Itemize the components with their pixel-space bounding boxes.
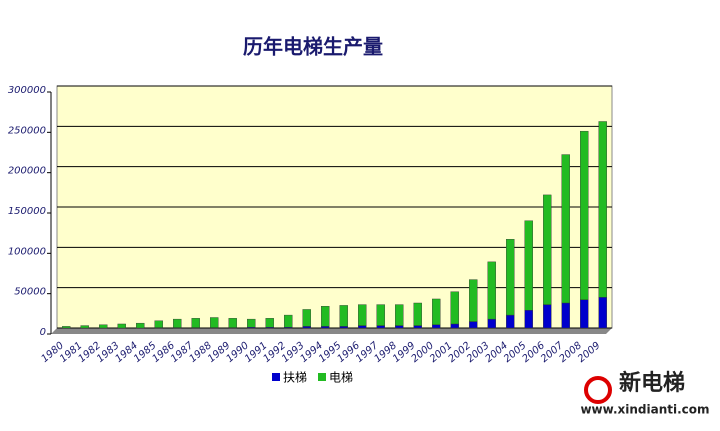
y-tick-label: 50000 [14,287,46,298]
legend-label: 电梯 [329,371,353,385]
y-tick-label: 200000 [8,166,46,177]
bar [562,303,570,328]
bar [377,326,385,328]
bar [377,305,385,326]
legend-swatch [318,373,326,381]
bar [247,319,255,327]
bar [414,303,422,326]
bar [580,131,588,300]
bar [358,326,366,328]
y-tick-label: 250000 [8,125,46,136]
bar [81,326,89,328]
bar [340,305,348,326]
bar [303,326,311,328]
bar [469,280,477,322]
bar [432,325,440,328]
bar [525,221,533,311]
logo-url: www.xindianti.com [580,403,709,417]
bar [266,318,274,327]
bar [192,318,200,327]
bar [136,323,144,328]
bar [414,326,422,328]
bar [395,326,403,328]
bar [303,309,311,326]
bar [543,195,551,305]
bar [155,321,163,328]
bar [599,121,607,297]
logo-icon [586,378,610,402]
bar [340,326,348,328]
bar [173,319,181,327]
bar [562,155,570,303]
floor [51,328,612,334]
legend-swatch [272,373,280,381]
y-tick-label: 0 [40,327,46,338]
bar [321,306,329,326]
chart-title: 历年电梯生产量 [243,35,383,59]
bar [451,324,459,328]
bar [118,324,126,328]
bar [543,305,551,328]
logo-name: 新电梯 [619,370,685,396]
bar [488,262,496,319]
bar [469,322,477,328]
bar [210,318,218,328]
bar [99,325,107,328]
bar [506,315,514,328]
y-tick-label: 300000 [8,85,46,96]
bar [321,326,329,328]
bar [395,305,403,326]
y-tick-label: 150000 [8,206,46,217]
bar [62,326,70,328]
bar [358,305,366,326]
legend-label: 扶梯 [283,370,307,385]
bar [284,315,292,327]
bar [580,300,588,328]
bar [451,292,459,324]
bar [229,318,237,327]
y-tick-label: 100000 [8,246,46,257]
bar [488,319,496,328]
bar [525,310,533,328]
bar [506,239,514,315]
bar [432,299,440,325]
bar [599,297,607,328]
